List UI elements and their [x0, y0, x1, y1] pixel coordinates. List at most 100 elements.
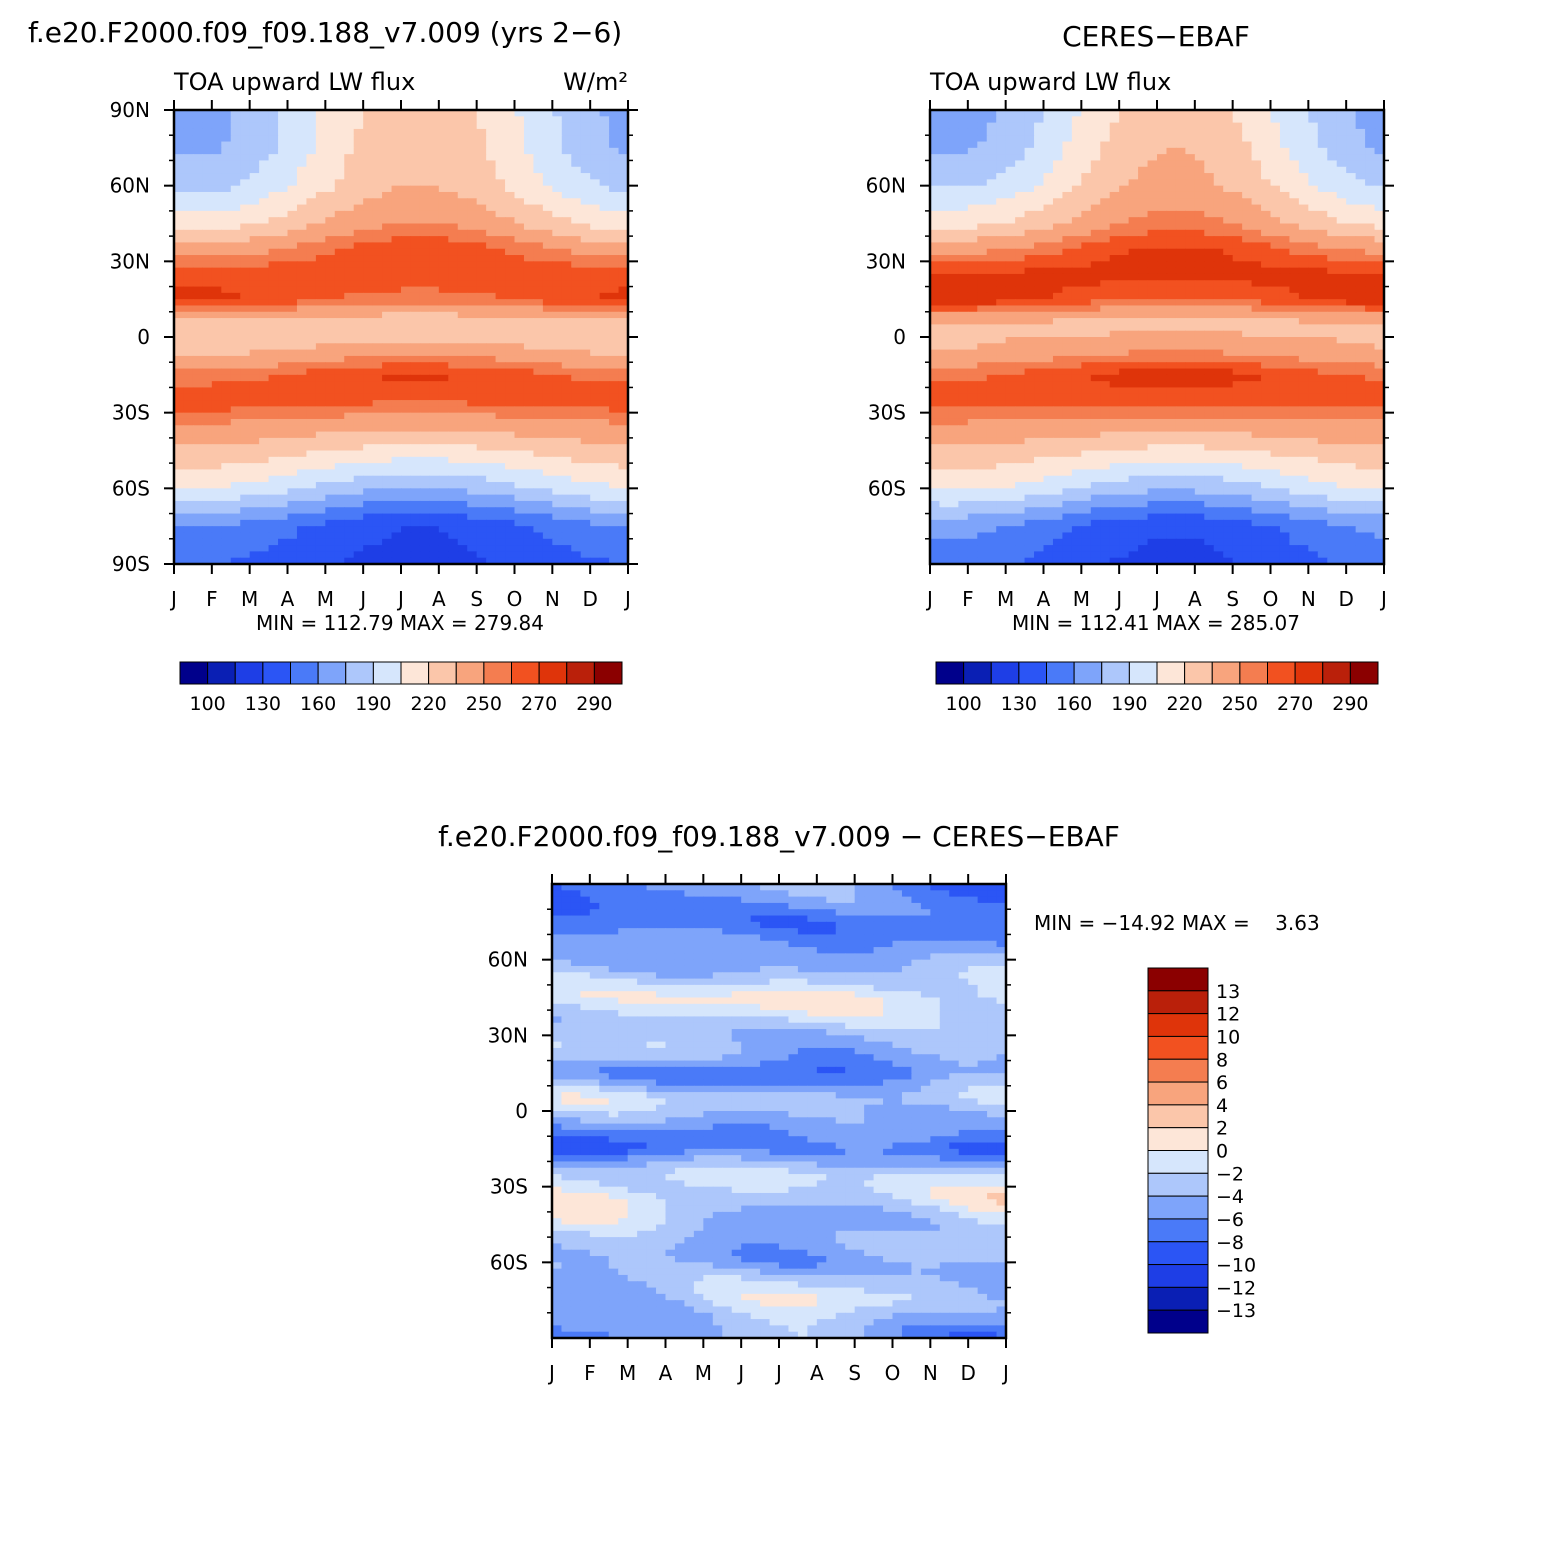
heatmap-cell — [1100, 217, 1111, 225]
heatmap-cell — [561, 318, 572, 325]
heatmap-cell — [533, 154, 544, 162]
heatmap-cell — [296, 431, 308, 439]
heatmap-cell — [278, 273, 289, 281]
heatmap-cell — [590, 519, 601, 527]
heatmap-cell — [1147, 204, 1158, 212]
heatmap-cell — [240, 526, 251, 534]
heatmap-cell — [514, 147, 525, 155]
heatmap-cell — [1317, 185, 1328, 193]
heatmap-cell — [1204, 179, 1215, 187]
heatmap-cell — [1185, 198, 1196, 206]
heatmap-cell — [211, 387, 222, 395]
heatmap-cell — [561, 545, 572, 552]
heatmap-cell — [382, 147, 393, 155]
heatmap-cell — [986, 110, 997, 117]
heatmap-cell — [391, 229, 402, 237]
heatmap-cell — [1346, 273, 1357, 281]
heatmap-cell — [523, 255, 535, 262]
heatmap-cell — [948, 242, 959, 250]
heatmap-cell — [930, 229, 941, 237]
heatmap-cell — [183, 318, 194, 325]
heatmap-cell — [457, 324, 468, 332]
heatmap-cell — [1166, 173, 1177, 180]
heatmap-cell — [1119, 273, 1130, 281]
heatmap-cell — [457, 551, 468, 559]
heatmap-cell — [542, 500, 553, 508]
heatmap-cell — [306, 513, 317, 521]
heatmap-cell — [1355, 210, 1366, 218]
heatmap-cell — [353, 488, 364, 496]
heatmap-cell — [240, 500, 251, 508]
heatmap-cell — [1336, 242, 1347, 250]
heatmap-cell — [609, 286, 620, 294]
heatmap-cell — [967, 198, 978, 206]
heatmap-cell — [561, 204, 572, 212]
heatmap-cell — [240, 418, 251, 426]
heatmap-cell — [1090, 160, 1101, 168]
heatmap-cell — [221, 173, 232, 180]
heatmap-cell — [1204, 255, 1215, 262]
heatmap-cell — [325, 469, 336, 477]
heatmap-cell — [174, 191, 185, 199]
heatmap-cell — [476, 116, 487, 124]
heatmap-cell — [363, 223, 374, 231]
heatmap-cell — [580, 160, 591, 168]
heatmap-cell — [344, 255, 355, 262]
heatmap-cell — [1071, 236, 1082, 244]
heatmap-cell — [590, 444, 601, 452]
heatmap-cell — [174, 173, 185, 180]
heatmap-cell — [495, 519, 506, 527]
heatmap-cell — [391, 154, 402, 162]
heatmap-cell — [590, 488, 601, 496]
heatmap-cell — [268, 141, 279, 149]
heatmap-cell — [958, 147, 969, 155]
heatmap-cell — [372, 217, 383, 225]
heatmap-cell — [363, 116, 374, 124]
heatmap-cell — [410, 179, 421, 187]
heatmap-cell — [580, 292, 591, 300]
heatmap-cell — [353, 299, 364, 307]
heatmap-cell — [580, 179, 591, 187]
heatmap-cell — [249, 450, 260, 458]
heatmap-cell — [1327, 280, 1338, 288]
heatmap-cell — [1261, 135, 1272, 143]
heatmap-cell — [533, 532, 544, 540]
heatmap-cell — [174, 469, 185, 477]
heatmap-cell — [230, 513, 241, 521]
heatmap-cell — [325, 110, 336, 117]
heatmap-cell — [1355, 229, 1366, 237]
heatmap-cell — [192, 311, 203, 319]
heatmap-cell — [1081, 173, 1092, 180]
heatmap-cell — [495, 255, 506, 262]
heatmap-cell — [476, 494, 487, 502]
heatmap-cell — [514, 557, 525, 564]
heatmap-cell — [1242, 236, 1253, 244]
heatmap-cell — [344, 217, 355, 225]
heatmap-cell — [552, 122, 563, 130]
heatmap-cell — [1308, 242, 1319, 250]
heatmap-cell — [429, 273, 440, 281]
heatmap-cell — [486, 337, 497, 344]
heatmap-cell — [505, 362, 516, 370]
heatmap-cell — [939, 122, 950, 130]
heatmap-cell — [1024, 248, 1035, 256]
heatmap-cell — [1223, 147, 1234, 155]
heatmap-cell — [476, 418, 487, 426]
heatmap-cell — [240, 280, 251, 288]
heatmap-cell — [192, 355, 203, 363]
heatmap-cell — [571, 355, 582, 363]
heatmap-cell — [353, 135, 364, 143]
heatmap-cell — [514, 242, 525, 250]
heatmap-cell — [315, 122, 326, 130]
heatmap-cell — [410, 444, 421, 452]
heatmap-cell — [580, 242, 591, 250]
heatmap-cell — [1071, 141, 1082, 149]
heatmap-cell — [542, 463, 553, 471]
heatmap-cell — [939, 185, 950, 193]
heatmap-cell — [192, 387, 203, 395]
obs-contour-field — [930, 110, 1384, 564]
heatmap-cell — [1308, 273, 1319, 281]
heatmap-cell — [268, 343, 279, 351]
heatmap-cell — [1185, 255, 1196, 262]
heatmap-cell — [174, 343, 185, 351]
